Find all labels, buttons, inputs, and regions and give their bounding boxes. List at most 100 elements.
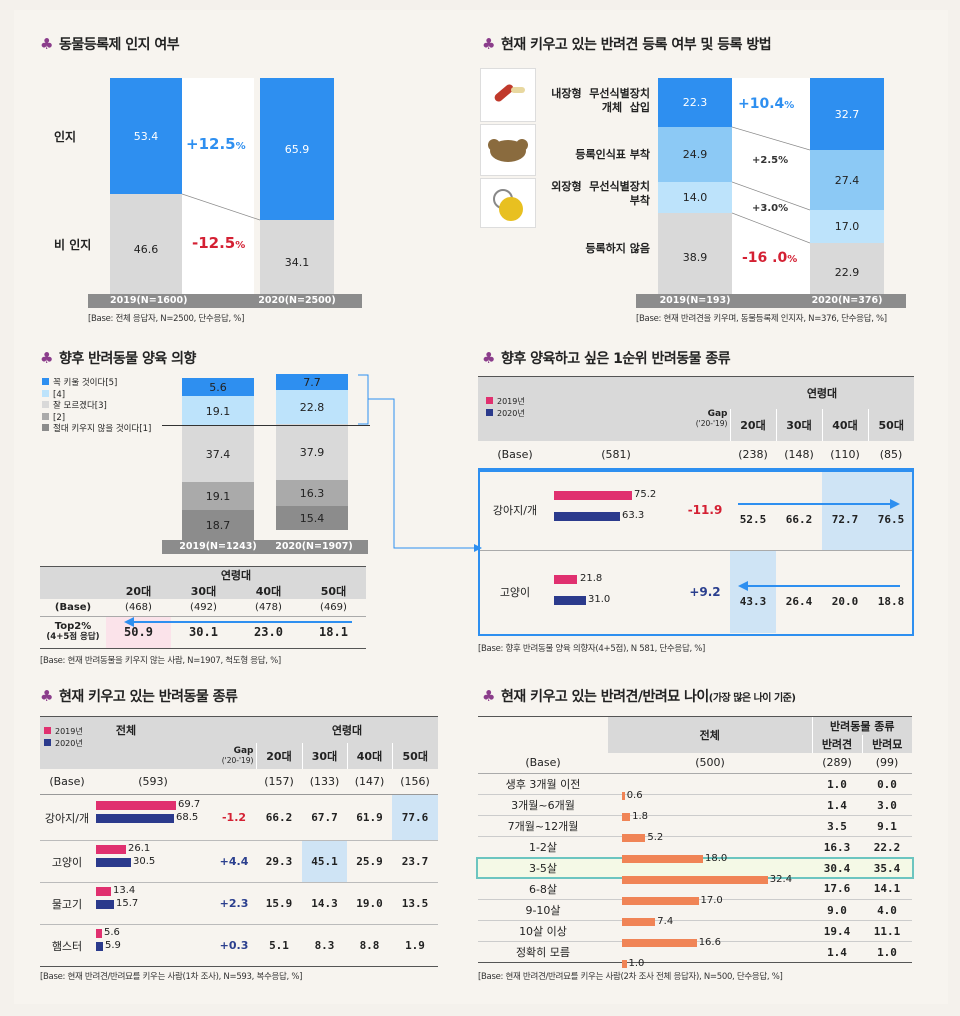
legend-item: 2020년 — [497, 409, 525, 418]
age-cell: 77.6 — [392, 794, 438, 841]
gap-sub: ('20-'19) — [221, 755, 254, 765]
p4-age-header: 연령대 — [730, 376, 914, 409]
age-cell: 29.3 — [265, 855, 293, 868]
legend-item: 꼭 키울 것이다[5] — [53, 378, 118, 388]
p6-note: [Base: 현재 반려견/반려묘를 키우는 사람(2차 조사 전체 응답자),… — [478, 972, 783, 982]
p5-bar-2020 — [96, 814, 174, 823]
row-label: 물고기 — [51, 897, 83, 911]
p2-bar-2020: 32.7 — [810, 78, 884, 150]
p4-bar-2020 — [554, 596, 586, 605]
p3-legend: 꼭 키울 것이다[5] [4] 잘 모르겠다[3] [2] 절대 키우지 않을 … — [42, 378, 151, 436]
p6-bar-value: 7.4 — [657, 916, 674, 927]
club-icon: ♣ — [482, 35, 495, 53]
p6-bar-value: 16.6 — [698, 937, 721, 948]
base-cell: (147) — [354, 774, 385, 788]
top2-label: Top2% — [54, 621, 92, 632]
club-icon: ♣ — [40, 35, 53, 53]
external-tag-image — [480, 178, 536, 228]
age-cell: 23.7 — [401, 855, 429, 868]
col-header: 반려묘 — [861, 734, 912, 753]
col-header: 20대 — [125, 585, 152, 598]
p4-bar-2019 — [554, 575, 577, 584]
p3-p4-connector — [368, 398, 482, 552]
base-cell: (500) — [695, 756, 725, 770]
p5-bar-value: 30.5 — [133, 856, 156, 867]
gap-cell: +0.3 — [219, 939, 249, 952]
base-label: (Base) — [525, 756, 561, 770]
age-cell: 15.9 — [265, 897, 293, 910]
p1-bar-2020-aware: 65.9 — [260, 78, 334, 220]
age-cell: 52.5 — [739, 513, 767, 527]
base-label: (Base) — [49, 774, 85, 788]
p2-gap: -16 .0% — [742, 250, 798, 266]
p5-age-header: 연령대 — [256, 716, 438, 743]
legend-item: 2019년 — [497, 397, 525, 406]
p2-bar-2019: 24.9 — [658, 127, 732, 182]
p3-bar-2020: 22.8 — [276, 390, 348, 424]
age-cell: 26.4 — [785, 595, 813, 609]
p2-axis-label: 2019(N=193) — [659, 295, 731, 306]
age-cell: 76.5 — [868, 468, 914, 551]
age-cell: 43.3 — [730, 550, 776, 633]
p5-bar-value: 5.6 — [104, 927, 120, 938]
dog-cell: 1.4 — [827, 798, 847, 812]
col-header: 반려견 — [811, 734, 862, 753]
gap-sub: ('20-'19) — [695, 418, 728, 428]
p1-gap-up: +12.5% — [186, 135, 246, 153]
p5-bar-2019 — [96, 801, 176, 810]
col-header: 30대 — [301, 742, 347, 769]
cat-cell: 22.2 — [873, 840, 901, 854]
p5-bar-2020 — [96, 942, 103, 951]
base-cell: (492) — [190, 601, 217, 613]
club-icon: ♣ — [482, 349, 495, 367]
gap-label: Gap — [233, 745, 254, 756]
p5-legend: 2019년 2020년 — [44, 726, 83, 750]
top2-cell: 23.0 — [254, 625, 283, 639]
row-label: 강아지/개 — [492, 503, 538, 517]
row-label: 10살 이상 — [519, 925, 567, 938]
p1-bar-2020-unaware: 34.1 — [260, 220, 334, 304]
p2-gap: +10.4% — [738, 96, 795, 112]
p3-age-header: 연령대 — [106, 566, 366, 583]
cat-cell: 35.4 — [873, 861, 901, 875]
p1-axis-label: 2020(N=2500) — [258, 295, 336, 306]
club-icon: ♣ — [40, 349, 53, 367]
col-header: 30대 — [190, 585, 217, 598]
total-header: 전체 — [40, 716, 212, 743]
gap-cell: -1.2 — [221, 811, 247, 824]
infographic-page: ♣ 동물등록제 인지 여부 인지 비 인지 53.4 46.6 65.9 34.1… — [14, 10, 948, 1004]
col-header: 30대 — [775, 408, 822, 441]
row-label: 고양이 — [499, 585, 531, 599]
row-label: 햄스터 — [51, 939, 83, 953]
col-header: 40대 — [346, 742, 392, 769]
row-label: 강아지/개 — [44, 811, 90, 825]
age-cell: 66.2 — [265, 811, 293, 824]
p5-bar-2020 — [96, 900, 114, 909]
p6-table: 전체 반려동물 종류 반려견 반려묘 (Base) (500) (289) (99) 생후… — [478, 716, 912, 963]
p4-bar-value: 75.2 — [634, 489, 657, 500]
age-cell: 8.3 — [314, 939, 335, 952]
legend-item: 잘 모르겠다[3] — [53, 401, 107, 411]
base-cell: (468) — [125, 601, 152, 613]
dog-cell: 17.6 — [823, 882, 851, 896]
p4-bar-value: 21.8 — [580, 573, 603, 584]
base-cell: (593) — [138, 774, 168, 788]
age-cell: 20.0 — [831, 595, 859, 609]
col-header: 50대 — [867, 408, 914, 441]
p4-bar-2020 — [554, 512, 620, 521]
p5-bar-2020 — [96, 858, 131, 867]
p4-arrow-right — [738, 499, 900, 509]
age-cell: 19.0 — [356, 897, 383, 910]
p4-legend: 2019년 2020년 — [486, 396, 525, 420]
age-cell: 13.5 — [401, 897, 429, 910]
p6-age-bar — [622, 918, 656, 926]
p2-row-label: 외장형 무선식별장치 부착 — [551, 180, 650, 207]
p3-axis-label: 2020(N=1907) — [275, 541, 353, 552]
age-cell: 66.2 — [785, 513, 813, 527]
age-cell: 45.1 — [302, 840, 347, 883]
row-label: 고양이 — [51, 855, 83, 869]
p3-arrow — [124, 617, 352, 627]
p3-bar-2020: 15.4 — [276, 506, 348, 530]
p3-title: ♣ 향후 반려동물 양육 의향 — [40, 349, 196, 367]
gap-cell: -11.9 — [687, 502, 723, 517]
